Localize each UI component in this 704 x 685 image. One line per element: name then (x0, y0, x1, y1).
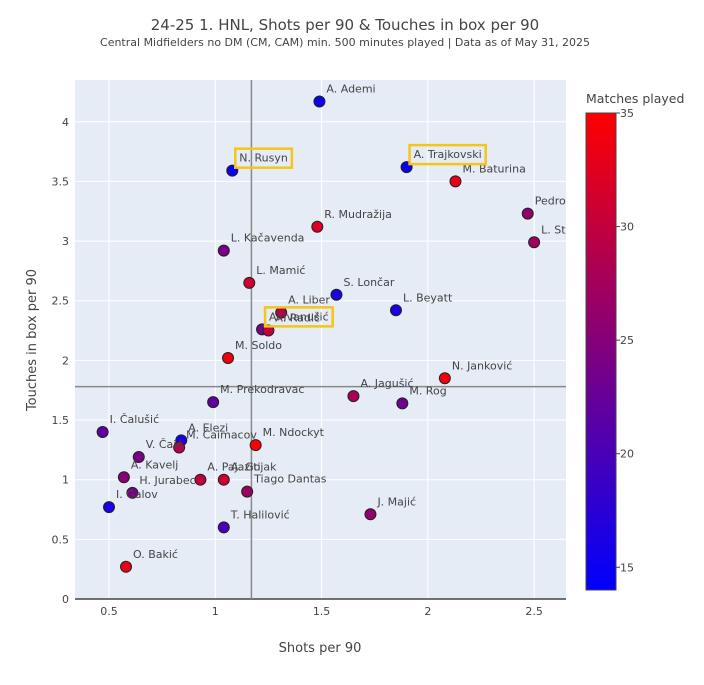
point-label: O. Bakić (133, 548, 178, 561)
y-tick-label: 1 (62, 474, 69, 487)
y-tick-label: 1.5 (52, 414, 70, 427)
point-label: V. Čaić (146, 438, 183, 451)
point-label: R. Mudražija (324, 208, 392, 221)
point-label: N. Janković (452, 359, 512, 372)
data-point (243, 276, 256, 289)
data-point (438, 372, 451, 385)
point-label: M. Baturina (462, 162, 525, 175)
data-point (96, 425, 109, 438)
colorbar-tick-label: 25 (620, 334, 634, 347)
data-point (217, 473, 230, 486)
point-label: H. Jurabec (139, 474, 195, 487)
point-label: S. Lončar (343, 276, 394, 289)
y-tick-label: 3.5 (52, 175, 70, 188)
data-point (132, 451, 145, 464)
data-point (103, 501, 116, 514)
point-label: M. Rog (409, 384, 446, 397)
x-axis-title: Shots per 90 (279, 641, 362, 656)
point-label: A. Elezi (188, 421, 228, 434)
data-point (364, 508, 377, 521)
data-point (126, 486, 139, 499)
colorbar-tick-label: 15 (620, 561, 634, 574)
data-point (396, 397, 409, 410)
point-label: M. Ndockyt (263, 426, 325, 439)
data-point (241, 485, 254, 498)
data-point (217, 244, 230, 257)
data-point (173, 441, 186, 454)
highlight-box (408, 143, 487, 166)
point-label: I. Galov (116, 488, 158, 501)
data-point (222, 351, 235, 364)
point-label: J. Majić (376, 495, 416, 508)
x-tick-label: 1.5 (313, 605, 331, 618)
colorbar (585, 112, 617, 591)
point-label: L. Beyatt (403, 291, 453, 304)
y-tick-label: 0 (62, 593, 69, 606)
point-label: A. Jagušić (360, 377, 413, 390)
point-label: A. Gojak (231, 461, 277, 474)
data-point (311, 220, 324, 233)
data-point (117, 471, 130, 484)
y-axis-title: Touches in box per 90 (25, 269, 40, 412)
highlight-box (234, 147, 294, 169)
y-tick-label: 2.5 (52, 295, 70, 308)
point-label: L. Kačavenda (231, 232, 305, 245)
x-tick-label: 0.5 (100, 605, 118, 618)
data-point (389, 304, 402, 317)
y-gridlines (75, 121, 566, 600)
y-tick-label: 0.5 (52, 533, 70, 546)
x-tick-label: 1 (212, 605, 219, 618)
point-label: A. Ademi (326, 82, 375, 95)
point-label: L. Stojanović (541, 223, 611, 236)
data-point (207, 396, 220, 409)
colorbar-title: Matches played (586, 91, 684, 106)
data-point (262, 324, 275, 337)
x-tick-label: 2 (424, 605, 431, 618)
data-point (217, 521, 230, 534)
point-label: A. Pajaziti (207, 461, 260, 474)
data-point (330, 288, 343, 301)
y-tick-label: 4 (62, 116, 69, 129)
y-tick-label: 2 (62, 354, 69, 367)
point-label: M. Soldo (235, 339, 282, 352)
x-tick-label: 2.5 (525, 605, 543, 618)
data-point (249, 439, 262, 452)
highlight-boxes (234, 143, 487, 328)
data-point (449, 175, 462, 188)
data-point (194, 473, 207, 486)
point-label: Pedro (535, 195, 566, 208)
data-point (521, 207, 534, 220)
data-points (96, 95, 541, 573)
data-point (528, 236, 541, 249)
colorbar-tick-label: 30 (620, 221, 634, 234)
y-tick-label: 3 (62, 235, 69, 248)
point-label: A. Trajkovski (414, 148, 482, 161)
point-label: M. Prekodravac (220, 383, 304, 396)
y-axis-ticks: 0 0.5 1 1.5 2 2.5 3 3.5 4 (52, 116, 70, 606)
x-axis-ticks: 0.5 1 1.5 2 2.5 (100, 605, 543, 618)
colorbar-ticks: 15 20 25 30 35 (616, 107, 634, 574)
colorbar-tick-label: 35 (620, 107, 634, 120)
point-label: I. Čalušić (110, 413, 160, 426)
point-label: A. Radić (275, 312, 320, 325)
highlight-box (263, 306, 334, 328)
data-point (313, 95, 326, 108)
data-point (347, 390, 360, 403)
chart-subtitle: Central Midfielders no DM (CM, CAM) min.… (100, 36, 590, 49)
data-point (120, 560, 133, 573)
point-label: L. Mamić (256, 264, 305, 277)
plot-area (75, 80, 566, 599)
chart-title: 24-25 1. HNL, Shots per 90 & Touches in … (151, 16, 539, 34)
colorbar-tick-label: 20 (620, 448, 634, 461)
point-label: A. Kavelj (131, 458, 178, 471)
point-label: Tiago Dantas (253, 473, 327, 486)
point-label: M. Čaimacov (186, 428, 257, 441)
point-label: A. Liber (288, 294, 330, 307)
point-label: A. Ivanušić (269, 310, 329, 323)
point-label: T. Halilović (230, 508, 290, 521)
point-label: N. Rusyn (239, 152, 288, 165)
